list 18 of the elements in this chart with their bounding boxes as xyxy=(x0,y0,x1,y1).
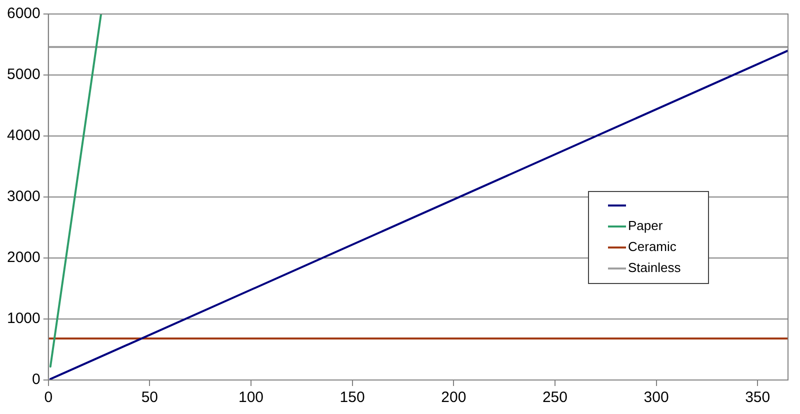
x-tick-label: 150 xyxy=(340,389,365,406)
legend-label: Stainless xyxy=(628,260,682,276)
y-tick-label: 1000 xyxy=(6,310,40,328)
x-tick-label: 250 xyxy=(542,389,568,406)
x-tick-label: 350 xyxy=(745,389,770,406)
x-tick-label: 0 xyxy=(44,389,53,406)
y-tick-label: 2000 xyxy=(6,249,40,266)
legend-label: Ceramic xyxy=(628,239,677,254)
y-tick-label: 6000 xyxy=(6,5,40,22)
y-tick-label: 4000 xyxy=(6,127,40,144)
y-tick-label: 0 xyxy=(32,371,40,388)
x-tick-label: 300 xyxy=(644,389,669,406)
legend-label: Paper xyxy=(628,218,664,234)
x-tick-label: 100 xyxy=(238,389,264,406)
y-tick-label: 5000 xyxy=(6,66,40,84)
x-tick-label: 50 xyxy=(141,389,158,406)
x-tick-label: 200 xyxy=(441,389,466,406)
y-tick-label: 3000 xyxy=(6,188,40,206)
